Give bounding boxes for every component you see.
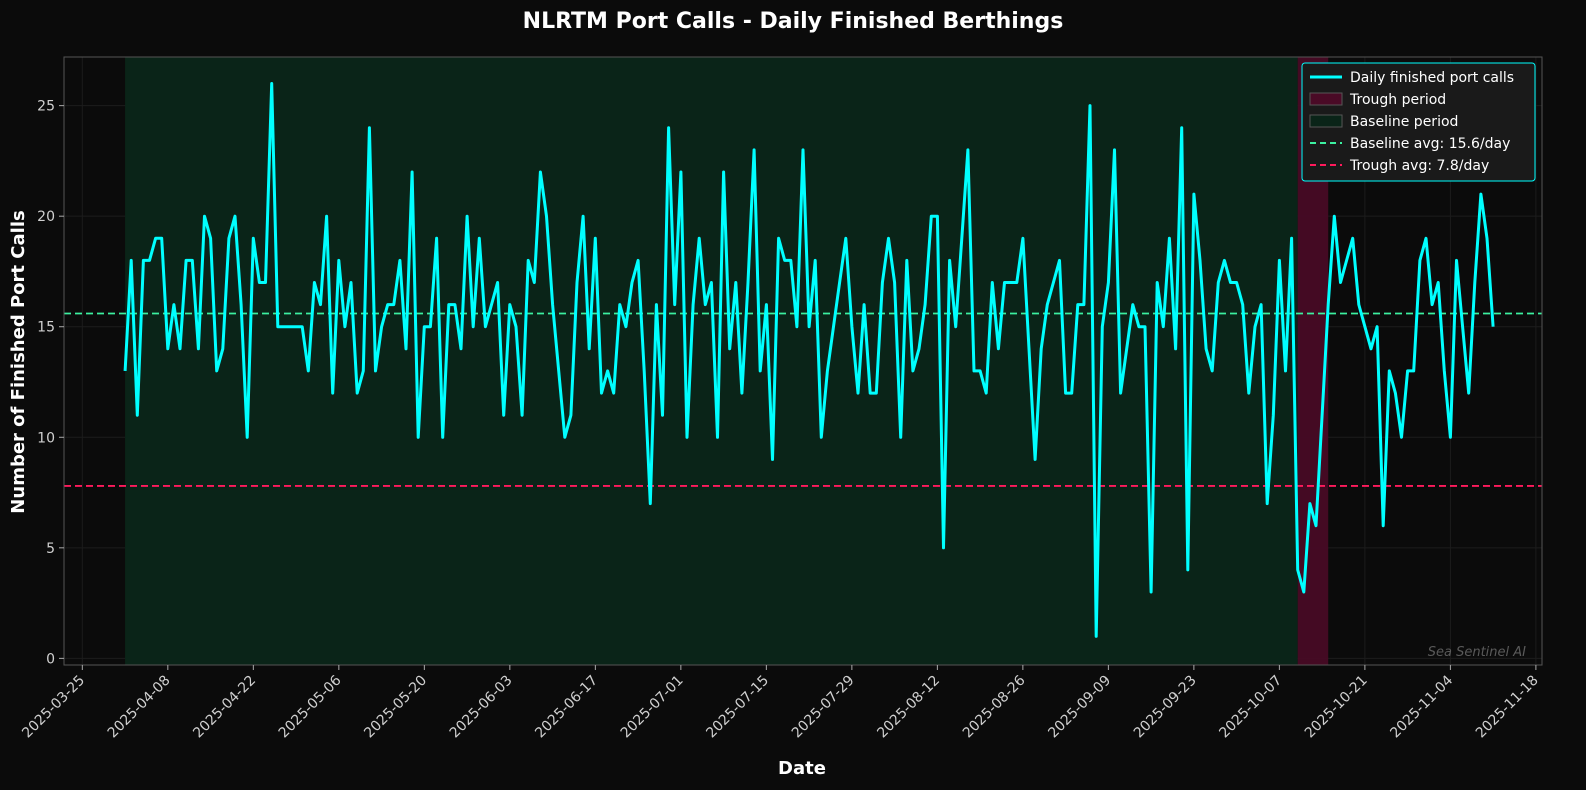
y-axis: 0 5 10 15 20 25 <box>37 99 64 667</box>
legend-box <box>1301 62 1536 182</box>
legend-swatch <box>1309 114 1343 128</box>
legend-entry: Baseline period <box>1309 114 1458 130</box>
y-tick-label: 0 <box>46 651 55 667</box>
y-tick-label: 15 <box>37 320 55 336</box>
chart-title: NLRTM Port Calls - Daily Finished Berthi… <box>523 9 1064 34</box>
legend-label: Trough avg: 7.8/day <box>1349 158 1489 174</box>
legend-label: Baseline period <box>1350 114 1458 130</box>
y-tick-label: 10 <box>37 430 55 446</box>
legend-label: Trough period <box>1349 92 1446 108</box>
baseline-period-band <box>125 57 1298 665</box>
y-tick-label: 20 <box>37 209 55 225</box>
legend-swatch <box>1309 92 1343 106</box>
legend: Daily finished port calls Trough period Ba… <box>1301 62 1536 182</box>
legend-label: Daily finished port calls <box>1350 70 1514 86</box>
series-line-daily-finished-port-calls <box>123 82 1495 638</box>
plot-frame <box>63 56 1543 666</box>
y-tick-label: 25 <box>37 99 55 115</box>
legend-entry: Trough period <box>1309 92 1446 108</box>
y-tick-label: 5 <box>46 541 55 557</box>
watermark: Sea Sentinel AI <box>1428 645 1526 660</box>
legend-entry: Daily finished port calls <box>1310 70 1514 86</box>
legend-entry: Baseline avg: 15.6/day <box>1310 136 1510 152</box>
legend-entry: Trough avg: 7.8/day <box>1310 158 1489 174</box>
y-axis-label: Number of Finished Port Calls <box>8 210 29 513</box>
x-axis-label: Date <box>778 758 826 779</box>
legend-label: Baseline avg: 15.6/day <box>1350 136 1510 152</box>
